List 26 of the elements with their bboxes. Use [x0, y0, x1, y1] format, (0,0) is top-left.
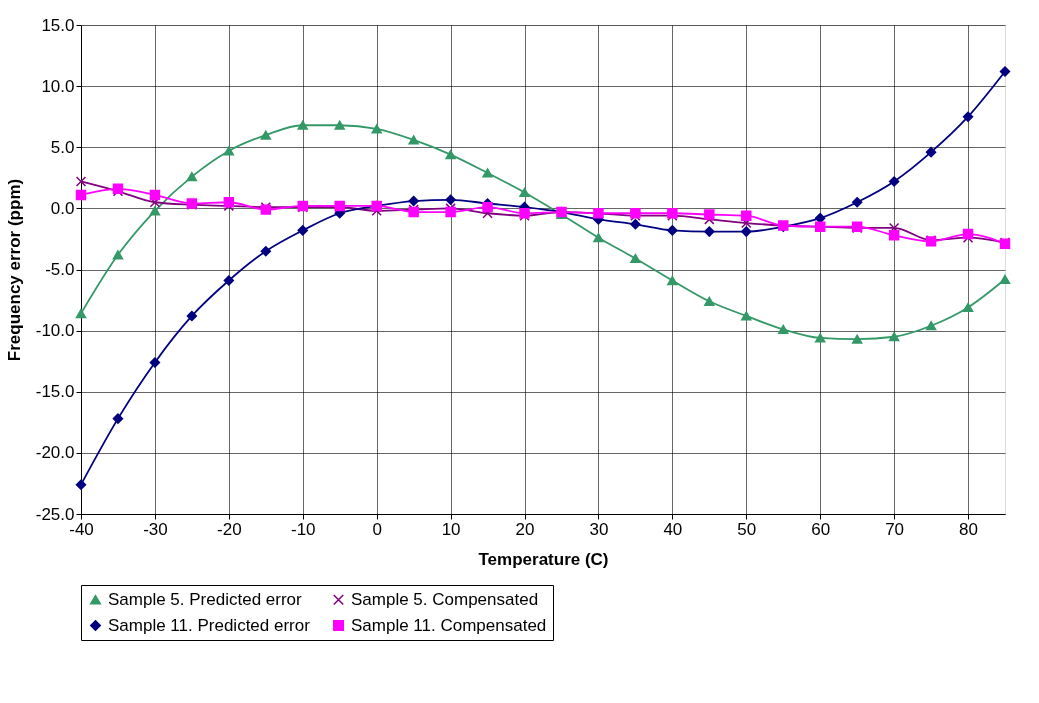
x-tick-label: 20: [515, 519, 535, 539]
x-tick-label: 80: [959, 519, 978, 539]
y-tick-label: 0.0: [50, 198, 75, 218]
y-tick-label: 10.0: [41, 76, 75, 96]
x-tick-label: 10: [441, 519, 461, 539]
x-tick-label: 40: [663, 519, 683, 539]
legend-label: Sample 11. Predicted error: [108, 615, 311, 635]
y-tick-label: 15.0: [41, 15, 75, 35]
x-tick-label: -20: [217, 519, 242, 539]
x-tick-label: 70: [885, 519, 905, 539]
x-tick-label: 50: [737, 519, 757, 539]
x-tick-label: -10: [290, 519, 316, 539]
x-tick-label: 0: [372, 519, 382, 539]
y-tick-label: -15.0: [35, 382, 75, 402]
x-tick-label: -30: [143, 519, 168, 539]
y-axis-title: Frequency error (ppm): [4, 178, 24, 362]
y-tick-label: -10.0: [35, 321, 75, 341]
x-tick-label: 30: [589, 519, 609, 539]
legend-label: Sample 5. Predicted error: [108, 589, 303, 609]
x-axis-title: Temperature (C): [478, 549, 609, 569]
legend-label: Sample 11. Compensated: [351, 615, 547, 635]
legend-label: Sample 5. Compensated: [351, 589, 539, 609]
y-tick-label: -20.0: [35, 443, 75, 463]
y-tick-label: -5.0: [45, 260, 75, 279]
x-tick-label: 60: [811, 519, 831, 539]
y-tick-label: 5.0: [50, 137, 75, 157]
